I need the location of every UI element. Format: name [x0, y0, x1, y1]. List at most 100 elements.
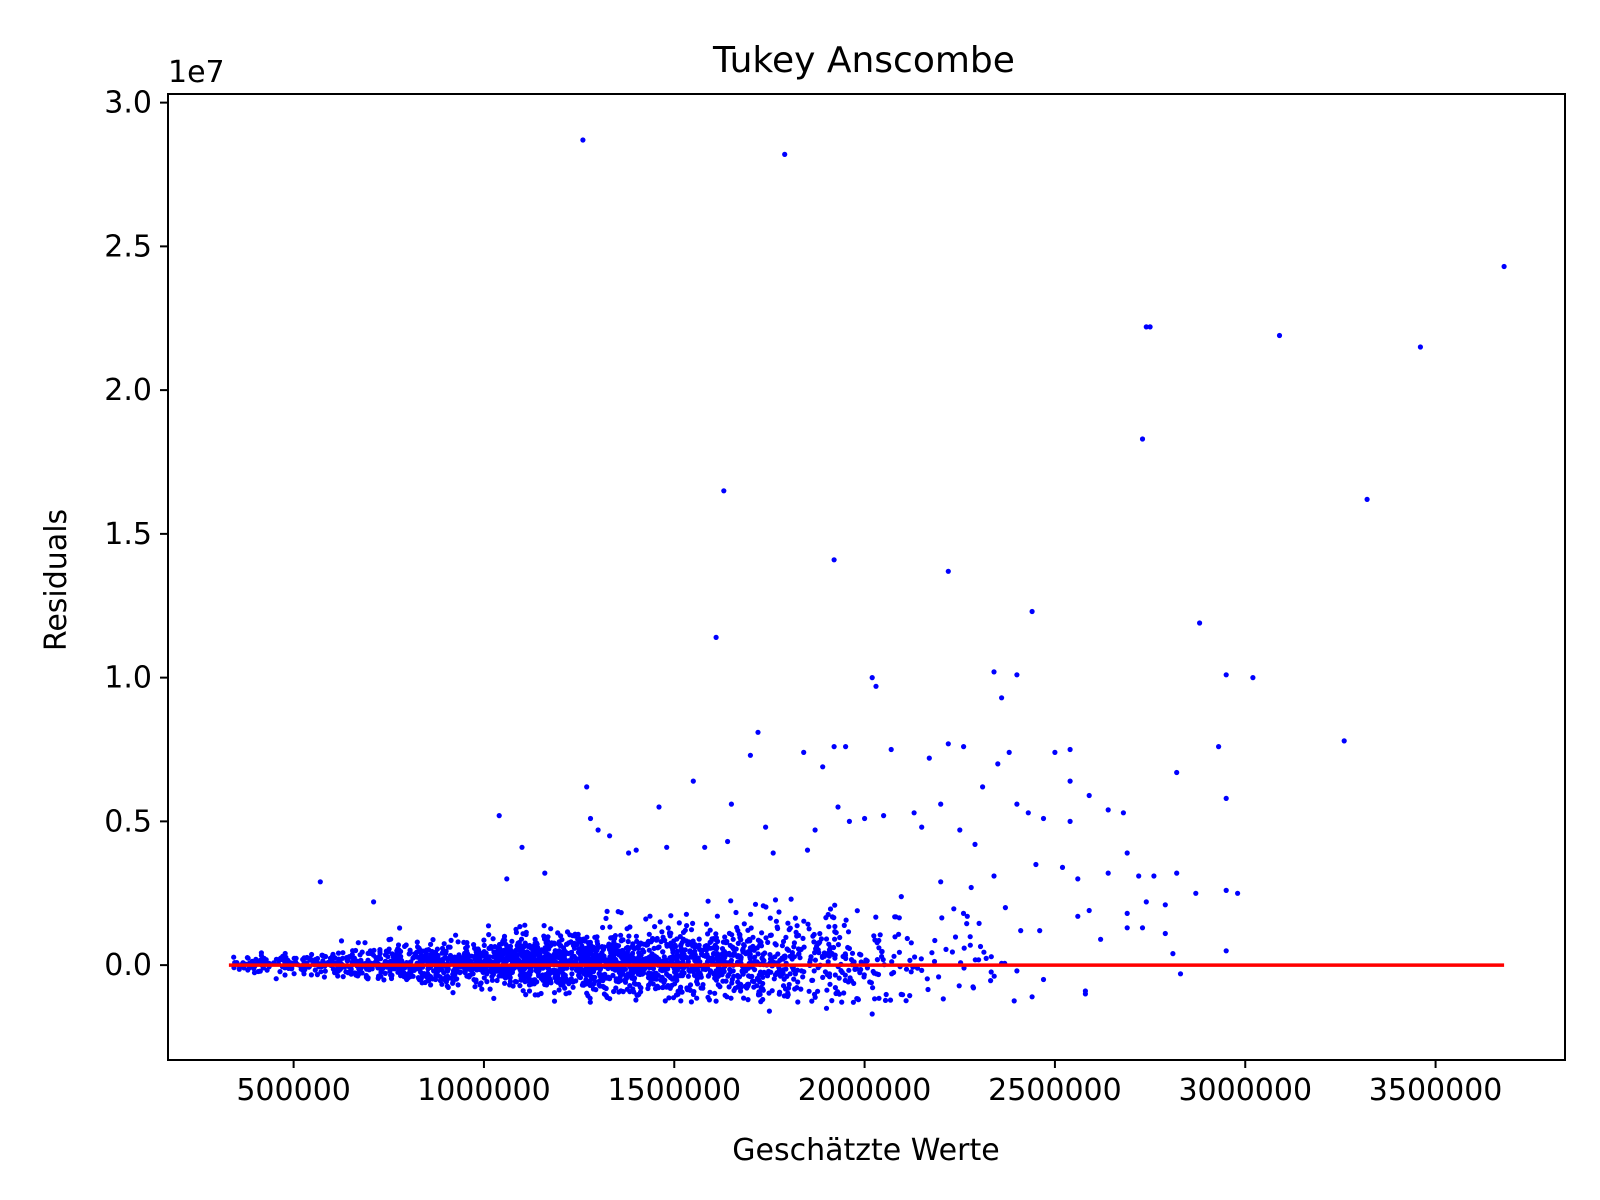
- scatter-point: [758, 984, 764, 991]
- scatter-point: [1075, 876, 1081, 882]
- scatter-point: [711, 956, 717, 963]
- scatter-point: [652, 970, 658, 976]
- scatter-point: [690, 778, 696, 784]
- scatter-point: [775, 925, 781, 932]
- scatter-point: [1235, 890, 1241, 896]
- scatter-point: [646, 931, 652, 937]
- scatter-point: [523, 929, 529, 935]
- scatter-point: [719, 952, 726, 958]
- scatter-point: [320, 958, 326, 964]
- scatter-point: [541, 936, 548, 942]
- scatter-point: [733, 909, 739, 916]
- scatter-point: [526, 988, 533, 994]
- scatter-point: [781, 993, 787, 999]
- scatter-point: [1276, 332, 1283, 339]
- scatter-point: [330, 951, 336, 958]
- scatter-point: [480, 967, 486, 973]
- scatter-point: [538, 955, 545, 961]
- scatter-point: [362, 940, 368, 946]
- scatter-point: [522, 943, 528, 949]
- scatter-point: [747, 954, 753, 960]
- scatter-point: [832, 972, 838, 978]
- scatter-point: [612, 967, 618, 973]
- scatter-point: [1223, 887, 1229, 894]
- scatter-point: [763, 935, 769, 941]
- scatter-point: [690, 991, 697, 998]
- scatter-point: [728, 969, 734, 975]
- scatter-point: [1124, 910, 1130, 917]
- scatter-point: [633, 997, 639, 1003]
- scatter-point: [577, 936, 583, 942]
- scatter-point: [669, 945, 675, 951]
- scatter-point: [507, 978, 513, 985]
- scatter-point: [664, 844, 670, 850]
- scatter-point: [892, 914, 898, 920]
- scatter-point: [528, 953, 534, 959]
- scatter-point: [502, 948, 508, 954]
- scatter-point: [961, 945, 967, 951]
- scatter-point: [760, 980, 766, 987]
- scatter-point: [660, 949, 666, 955]
- scatter-point: [626, 850, 632, 856]
- scatter-point: [382, 959, 388, 965]
- scatter-point: [713, 931, 719, 937]
- scatter-point: [763, 824, 769, 830]
- scatter-point: [780, 938, 787, 945]
- x-axis-label: Geschätzte Werte: [732, 1133, 999, 1168]
- scatter-point: [737, 934, 743, 941]
- scatter-point: [389, 951, 395, 957]
- scatter-point: [662, 998, 668, 1004]
- scatter-point: [534, 941, 540, 947]
- scatter-point: [376, 973, 382, 979]
- scatter-point: [812, 950, 818, 956]
- scatter-point: [1059, 864, 1066, 871]
- scatter-point: [615, 909, 621, 915]
- scatter-point: [609, 935, 616, 941]
- scatter-point: [653, 976, 660, 982]
- scatter-point: [794, 923, 800, 929]
- scatter-point: [314, 972, 320, 978]
- scatter-point: [1216, 744, 1222, 750]
- scatter-point: [831, 744, 837, 750]
- scatter-point: [702, 946, 708, 952]
- scatter-point: [846, 967, 852, 973]
- scatter-point: [785, 985, 792, 991]
- scatter-point: [388, 936, 394, 942]
- scatter-point: [845, 929, 852, 935]
- scatter-point: [912, 954, 918, 960]
- scatter-point: [820, 974, 826, 981]
- scatter-point: [678, 984, 684, 990]
- scatter-point: [318, 969, 324, 975]
- scatter-point: [755, 729, 761, 735]
- scatter-point: [967, 942, 973, 948]
- scatter-point: [397, 925, 403, 931]
- scatter-point: [491, 995, 497, 1002]
- scatter-point: [991, 973, 997, 979]
- scatter-point: [417, 966, 423, 973]
- scatter-point: [502, 980, 508, 986]
- scatter-point: [832, 936, 838, 942]
- scatter-point: [662, 937, 668, 944]
- scatter-point: [448, 937, 454, 944]
- scatter-point: [349, 952, 355, 958]
- scatter-point: [791, 940, 798, 946]
- scatter-point: [908, 969, 914, 975]
- scatter-point: [345, 970, 351, 976]
- scatter-point: [622, 977, 628, 983]
- scatter-point: [624, 986, 630, 992]
- scatter-point: [656, 944, 662, 950]
- scatter-point: [925, 986, 931, 993]
- scatter-point: [1170, 951, 1176, 957]
- x-tick-label: 3500000: [1369, 1073, 1503, 1108]
- scatter-point: [510, 983, 516, 989]
- scatter-point: [730, 936, 736, 942]
- scatter-point: [967, 934, 973, 940]
- scatter-point: [809, 998, 815, 1004]
- scatter-point: [322, 968, 328, 974]
- scatter-point: [823, 936, 830, 942]
- scatter-point: [735, 979, 741, 985]
- scatter-point: [918, 956, 924, 962]
- scatter-point: [898, 894, 904, 900]
- scatter-point: [903, 966, 910, 972]
- scatter-point: [418, 952, 424, 959]
